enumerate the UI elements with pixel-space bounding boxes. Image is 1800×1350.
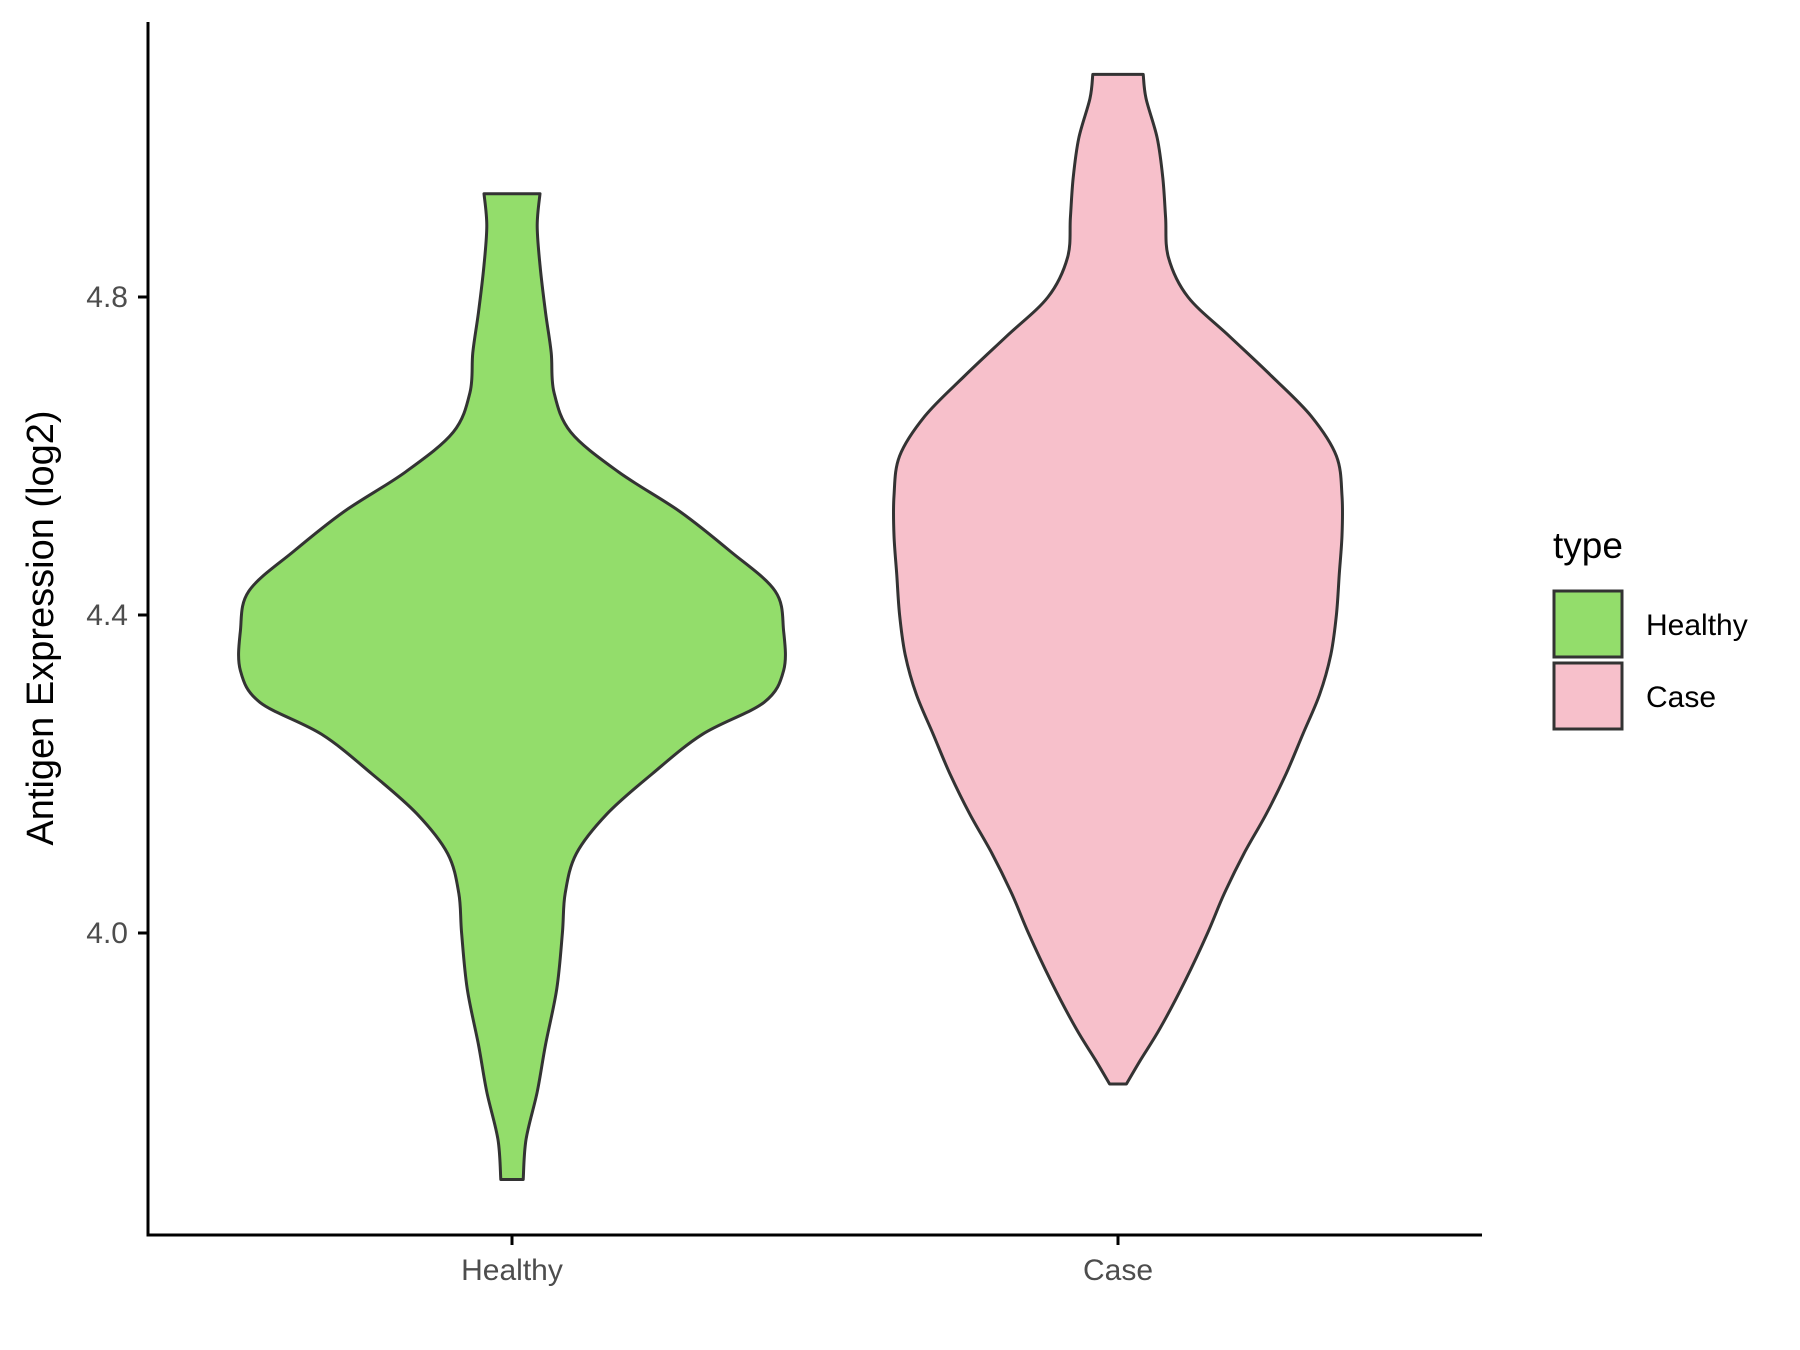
x-tick-label: Healthy <box>461 1254 563 1287</box>
legend-title: type <box>1553 525 1623 566</box>
violins-layer <box>237 72 1345 1181</box>
legend-items: Healthy Case <box>1552 589 1748 731</box>
legend-key-case <box>1552 661 1624 731</box>
legend-label-healthy: Healthy <box>1646 609 1748 642</box>
y-tick-label: 4.8 <box>86 281 128 314</box>
violin-case <box>891 72 1345 1086</box>
legend-key-healthy <box>1552 589 1624 659</box>
y-tick-label: 4.4 <box>86 599 128 632</box>
y-ticks: 4.0 4.4 4.8 <box>86 281 148 950</box>
legend-label-case: Case <box>1646 681 1716 714</box>
x-tick-label: Case <box>1083 1254 1153 1287</box>
legend: type Healthy Case <box>1552 525 1748 731</box>
violin-healthy <box>237 192 787 1181</box>
y-tick-label: 4.0 <box>86 917 128 950</box>
x-ticks: Healthy Case <box>461 1235 1153 1287</box>
y-axis-title: Antigen Expression (log2) <box>20 410 62 845</box>
